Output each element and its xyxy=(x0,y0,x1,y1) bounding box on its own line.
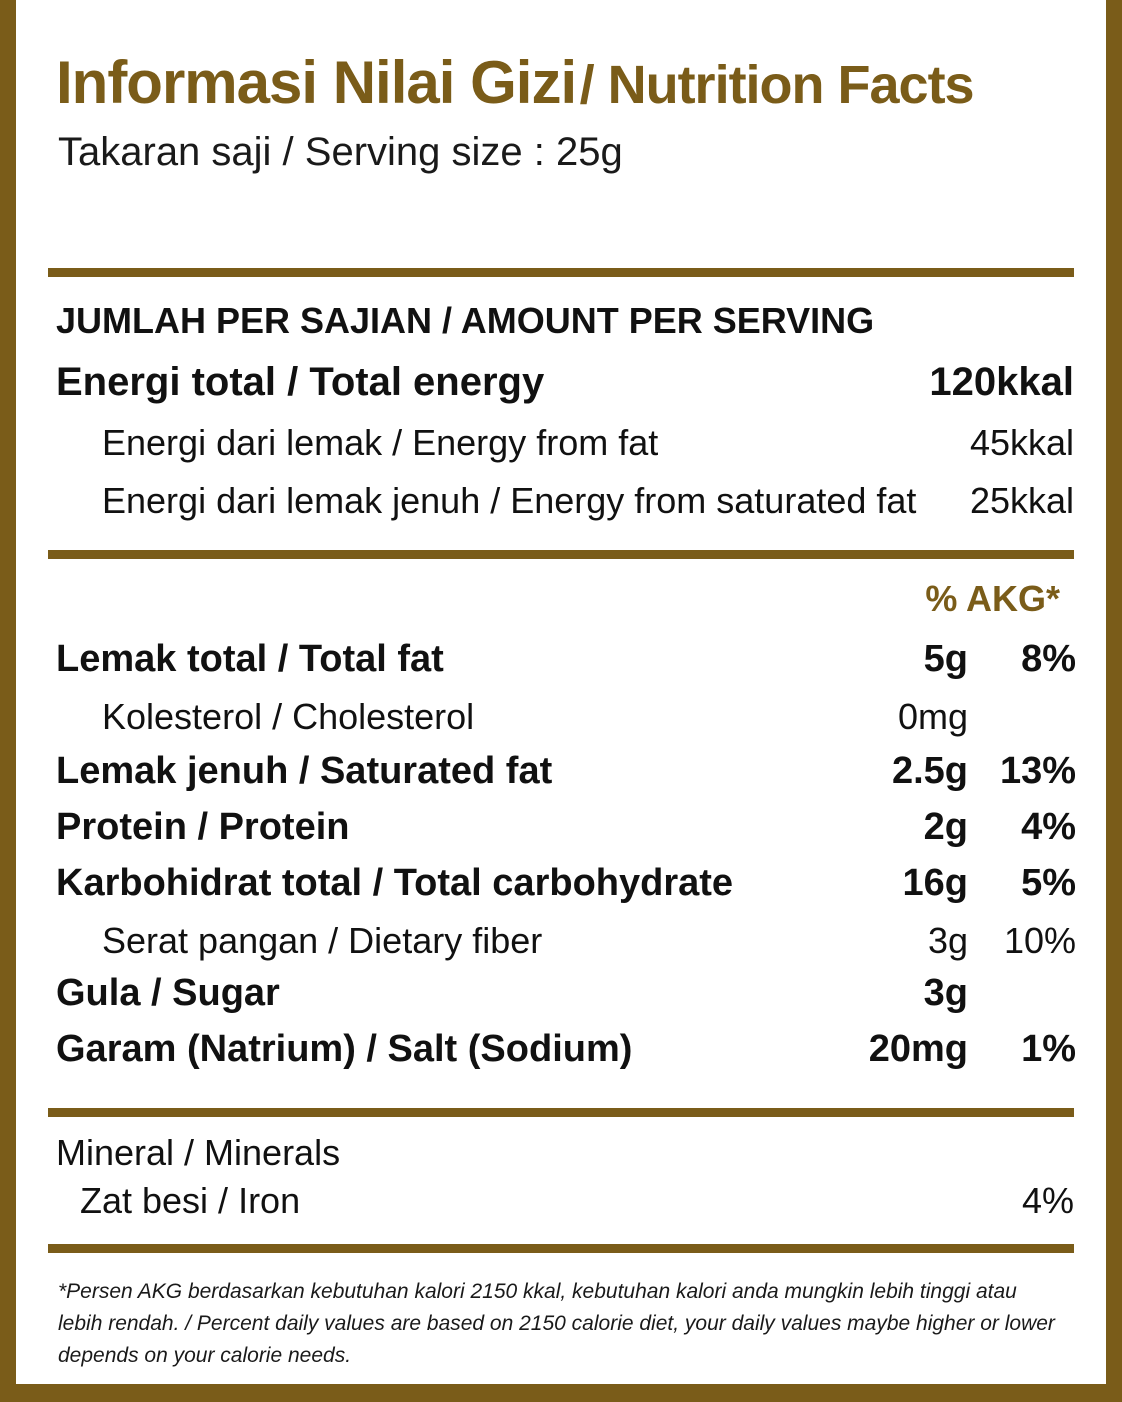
divider-middle xyxy=(48,550,1074,559)
nutrient-percent: 10% xyxy=(1003,920,1076,961)
nutrient-percent: 5% xyxy=(1021,862,1076,904)
serving-size: Takaran saji / Serving size : 25g xyxy=(58,130,623,174)
nutrient-row-cholesterol: Kolesterol / Cholesterol 0mg xyxy=(56,696,1076,744)
title-indonesian: Informasi Nilai Gizi xyxy=(56,49,577,116)
nutrient-amount: 20mg xyxy=(868,1028,968,1070)
nutrient-label: Kolesterol / Cholesterol xyxy=(102,696,475,737)
energy-sat-fat-row: Energi dari lemak jenuh / Energy from sa… xyxy=(56,480,1076,528)
nutrient-row-carbohydrate: Karbohidrat total / Total carbohydrate 1… xyxy=(56,862,1076,910)
minerals-header: Mineral / Minerals xyxy=(56,1132,341,1173)
nutrient-amount: 16g xyxy=(902,862,968,904)
nutrient-amount: 0mg xyxy=(897,696,968,737)
nutrient-row-saturated-fat: Lemak jenuh / Saturated fat 2.5g 13% xyxy=(56,750,1076,798)
nutrient-row-dietary-fiber: Serat pangan / Dietary fiber 3g 10% xyxy=(56,920,1076,968)
mineral-row-iron: Zat besi / Iron 4% xyxy=(56,1180,1076,1228)
divider-minerals xyxy=(48,1108,1074,1117)
nutrient-amount: 3g xyxy=(927,920,968,961)
energy-fat-row: Energi dari lemak / Energy from fat 45kk… xyxy=(56,422,1076,470)
nutrient-label: Lemak total / Total fat xyxy=(56,638,444,680)
nutrient-row-total-fat: Lemak total / Total fat 5g 8% xyxy=(56,638,1076,686)
nutrient-row-sodium: Garam (Natrium) / Salt (Sodium) 20mg 1% xyxy=(56,1028,1076,1076)
energy-fat-label: Energi dari lemak / Energy from fat xyxy=(102,422,659,463)
nutrient-label: Garam (Natrium) / Salt (Sodium) xyxy=(56,1028,633,1070)
nutrition-facts-panel: Informasi Nilai Gizi / Nutrition Facts T… xyxy=(16,0,1106,1384)
nutrient-amount: 5g xyxy=(923,638,968,680)
nutrient-label: Gula / Sugar xyxy=(56,972,280,1014)
nutrient-label: Karbohidrat total / Total carbohydrate xyxy=(56,862,734,904)
energy-total-label: Energi total / Total energy xyxy=(56,360,545,404)
nutrient-row-sugar: Gula / Sugar 3g xyxy=(56,972,1076,1020)
nutrient-label: Lemak jenuh / Saturated fat xyxy=(56,750,553,792)
title-english: / Nutrition Facts xyxy=(579,55,975,115)
nutrient-percent: 4% xyxy=(1021,806,1076,848)
nutrient-label: Protein / Protein xyxy=(56,806,350,848)
akg-header: % AKG* xyxy=(925,578,1060,619)
energy-sat-fat-value: 25kkal xyxy=(969,480,1074,521)
nutrient-label: Serat pangan / Dietary fiber xyxy=(102,920,543,961)
nutrient-amount: 3g xyxy=(923,972,968,1014)
nutrient-percent: 13% xyxy=(999,750,1076,792)
mineral-label: Zat besi / Iron xyxy=(80,1180,301,1221)
amount-per-serving-header: JUMLAH PER SAJIAN / AMOUNT PER SERVING xyxy=(56,300,875,341)
divider-bottom xyxy=(48,1244,1074,1253)
mineral-percent: 4% xyxy=(1021,1180,1074,1221)
nutrient-percent: 8% xyxy=(1021,638,1076,680)
nutrient-amount: 2.5g xyxy=(891,750,968,792)
nutrient-row-protein: Protein / Protein 2g 4% xyxy=(56,806,1076,854)
nutrient-percent: 1% xyxy=(1021,1028,1076,1070)
page-title: Informasi Nilai Gizi / Nutrition Facts xyxy=(56,48,975,117)
energy-total-row: Energi total / Total energy 120kkal xyxy=(56,360,1076,408)
energy-fat-value: 45kkal xyxy=(969,422,1074,463)
energy-sat-fat-label: Energi dari lemak jenuh / Energy from sa… xyxy=(102,480,917,521)
footnote: *Persen AKG berdasarkan kebutuhan kalori… xyxy=(58,1280,1055,1367)
energy-total-value: 120kkal xyxy=(929,360,1074,404)
divider-top xyxy=(48,268,1074,277)
nutrient-amount: 2g xyxy=(923,806,968,848)
